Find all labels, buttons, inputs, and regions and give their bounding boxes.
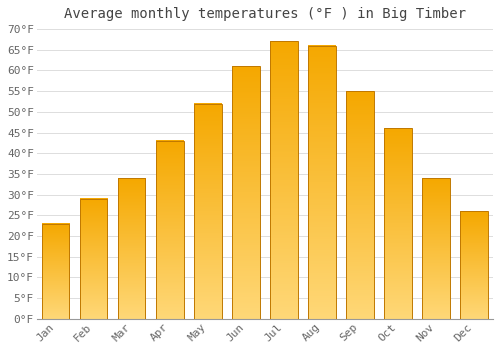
Bar [270, 42, 297, 319]
Bar [80, 199, 108, 319]
Bar [156, 141, 184, 319]
Bar [232, 66, 260, 319]
Title: Average monthly temperatures (°F ) in Big Timber: Average monthly temperatures (°F ) in Bi… [64, 7, 466, 21]
Bar [460, 211, 487, 319]
Bar [118, 178, 146, 319]
Bar [308, 46, 336, 319]
Bar [422, 178, 450, 319]
Bar [384, 128, 411, 319]
Bar [346, 91, 374, 319]
Bar [42, 224, 70, 319]
Bar [194, 104, 222, 319]
